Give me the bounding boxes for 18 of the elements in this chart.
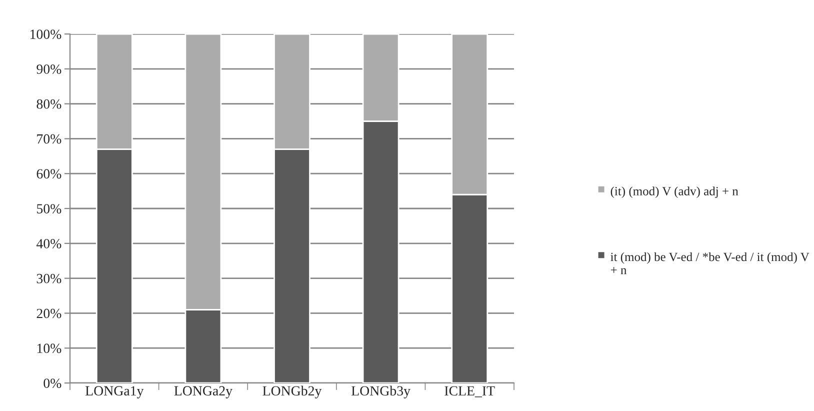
x-tick-label: LONGa2y [174,386,232,398]
y-tick-label: 100% [30,30,62,39]
x-tick-label: LONGa1y [85,386,144,398]
y-tick-label: 10% [37,344,62,354]
x-tick-label: ICLE_IT [444,386,495,398]
y-tick-label: 40% [36,238,62,248]
x-tick-label: LONGb3y [351,386,410,398]
legend-label: (it) (mod) V (adv) adj + n [610,186,738,198]
y-tick-label: 80% [36,99,62,109]
y-tick-label: 0% [44,378,62,388]
legend-label: it (mod) be V-ed / *be V-ed / it (mod) V + n [610,252,810,274]
y-tick-label: 20% [36,308,62,318]
y-tick-label: 50% [37,204,62,214]
x-tick-label: LONGb2y [262,386,322,398]
y-tick-label: 30% [36,274,62,284]
y-tick-label: 90% [36,64,62,74]
y-tick-label: 70% [37,134,62,144]
y-tick-label: 60% [36,169,62,179]
